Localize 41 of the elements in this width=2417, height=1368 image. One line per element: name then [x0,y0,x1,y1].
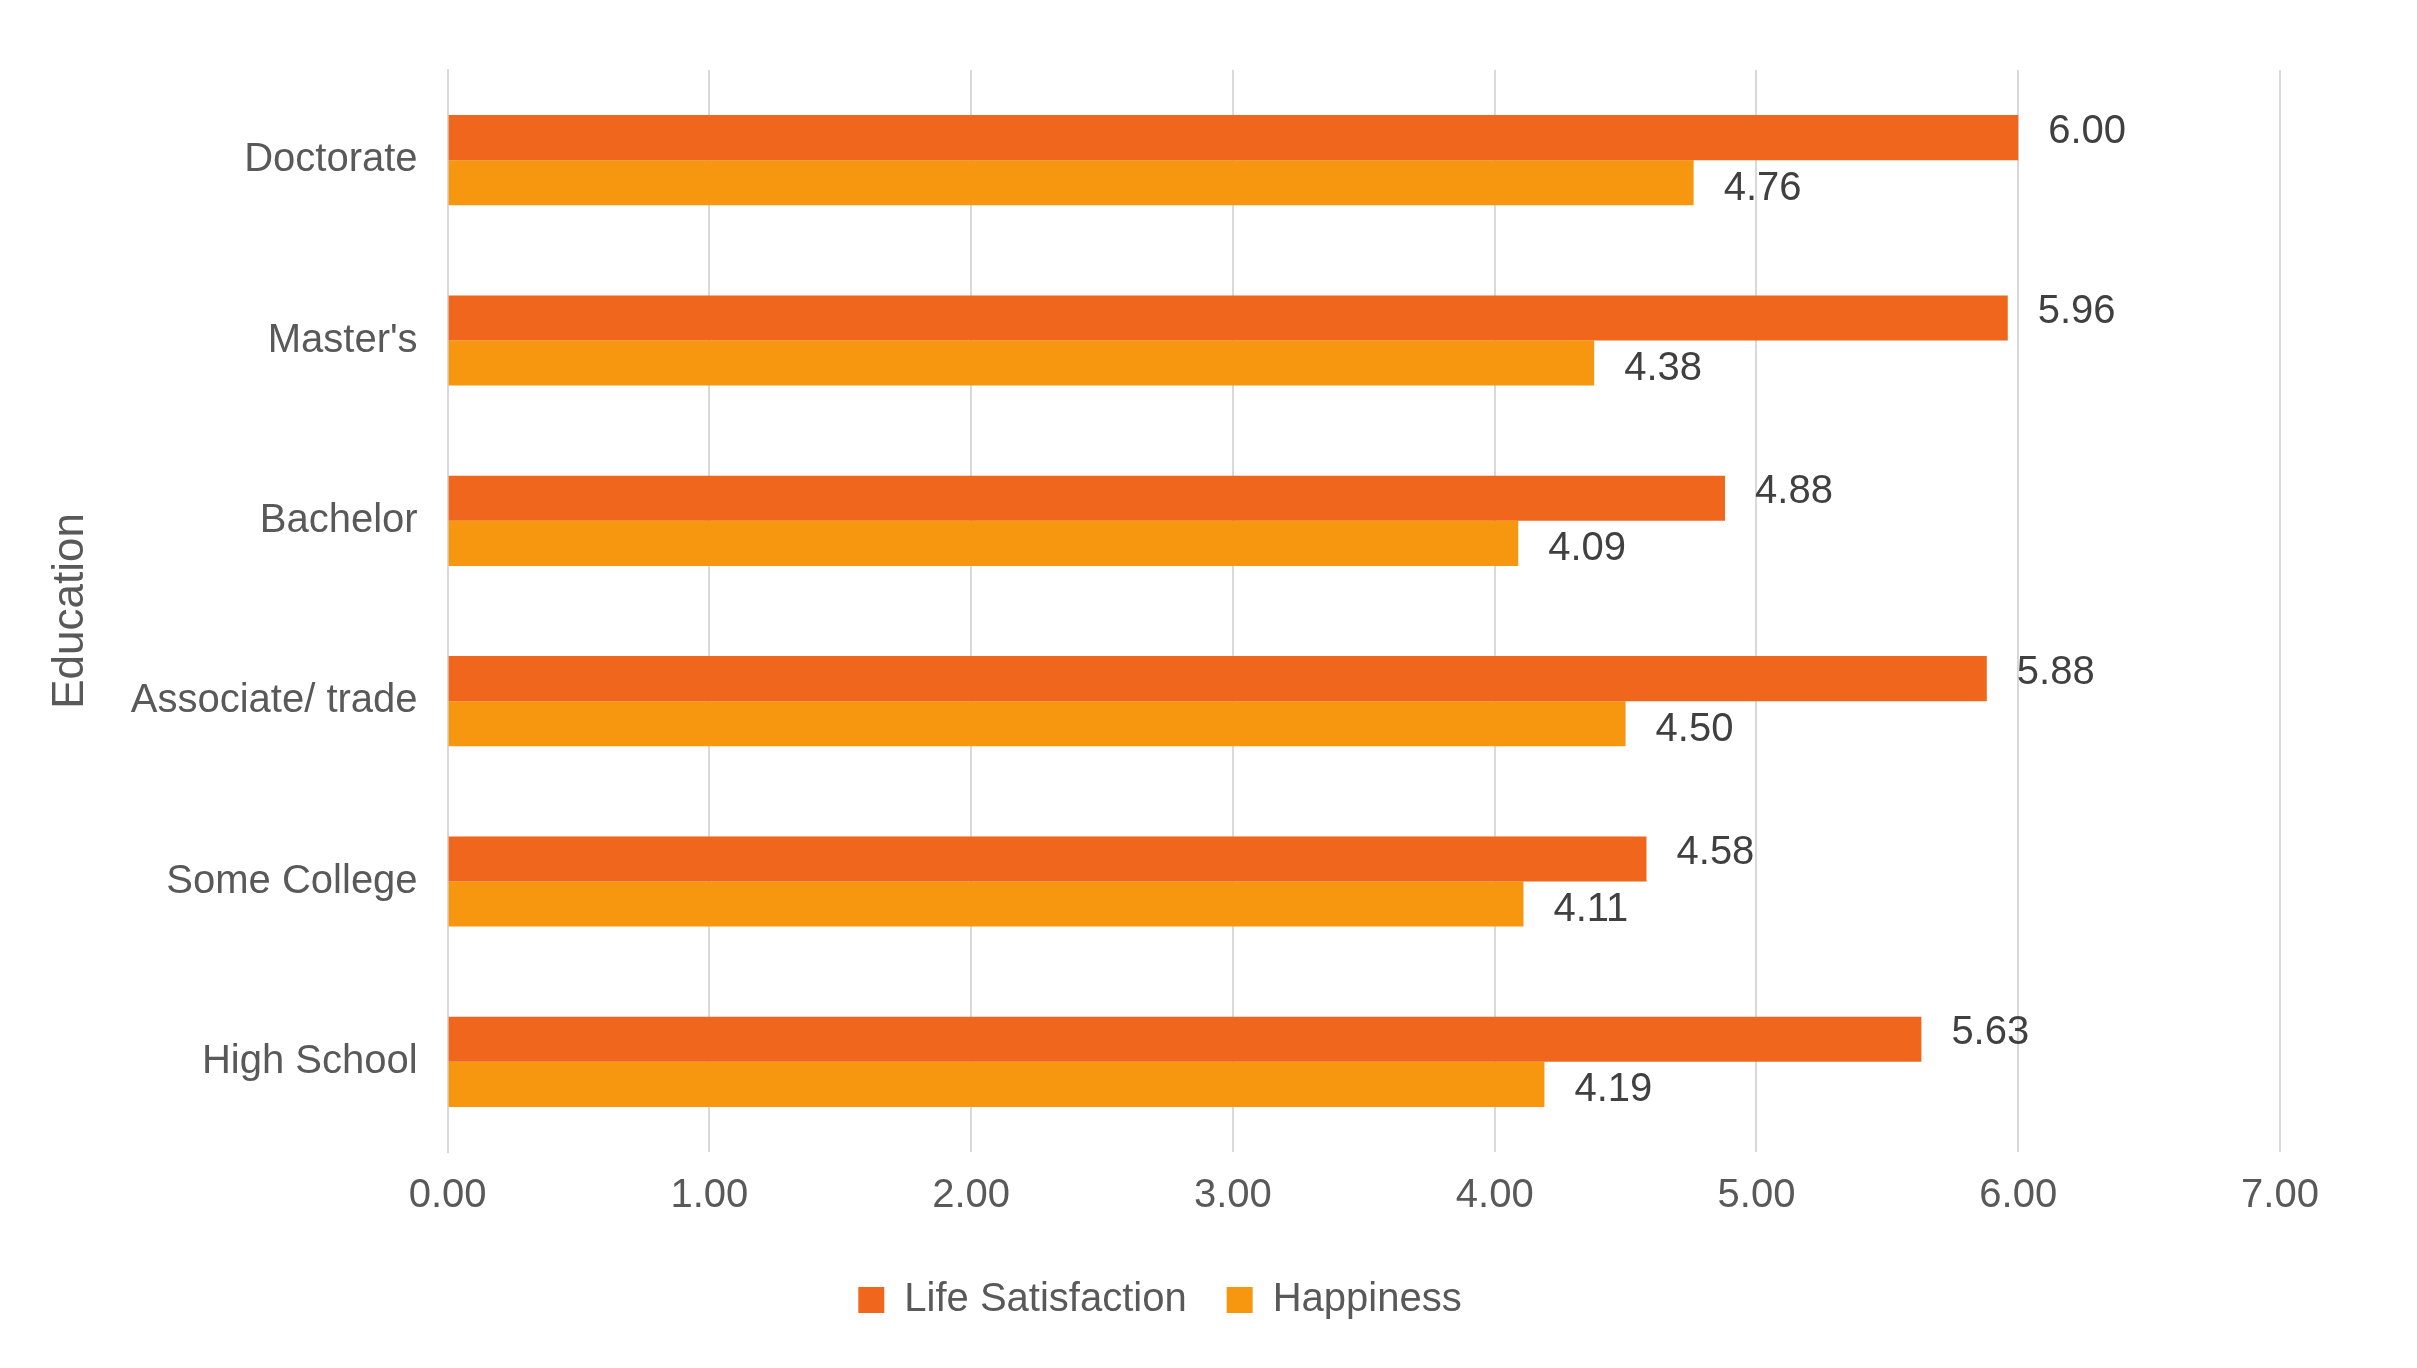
data-label: 5.96 [2037,286,2116,331]
x-tick-label: 5.00 [1717,1171,1796,1216]
y-tick-label: Master's [267,315,418,360]
y-tick-label: Doctorate [244,135,418,180]
x-tick-label: 0.00 [408,1171,487,1216]
bar [448,160,1694,206]
data-label: 4.58 [1676,827,1755,872]
bar [448,836,1647,882]
x-tick-label: 2.00 [932,1171,1011,1216]
y-tick-label: High School [201,1036,418,1081]
data-label: 4.88 [1755,467,1833,512]
x-tick-label: 6.00 [1979,1171,2058,1216]
x-tick-label: 3.00 [1193,1171,1272,1216]
y-tick-label: Some College [166,856,418,901]
bar [448,295,2008,341]
legend-label: Happiness [1272,1275,1462,1320]
y-tick-label: Bachelor [259,495,418,540]
y-axis-title: Education [42,513,92,709]
data-label: 5.63 [1951,1008,2030,1053]
data-label: 5.88 [2016,647,2095,692]
x-tick-label: 4.00 [1455,1171,1534,1216]
y-tick-label: Associate/ trade [130,676,418,721]
x-tick-label: 1.00 [670,1171,749,1216]
bar [448,1061,1545,1107]
data-label: 4.50 [1655,704,1734,749]
data-label: 6.00 [2048,106,2127,151]
data-label: 4.11 [1553,885,1629,930]
bar [448,701,1626,747]
data-label: 4.38 [1624,344,1703,389]
bar [448,881,1524,927]
legend-label: Life Satisfaction [904,1275,1187,1320]
x-tick-label: 7.00 [2241,1171,2319,1216]
bar [448,520,1519,566]
data-label: 4.19 [1574,1065,1653,1110]
bar [448,1016,1922,1062]
data-label: 4.09 [1548,524,1627,569]
bar [448,340,1595,386]
bar [448,475,1726,521]
bar [448,115,2019,161]
data-label: 4.76 [1723,163,1802,208]
bar [448,656,1987,702]
